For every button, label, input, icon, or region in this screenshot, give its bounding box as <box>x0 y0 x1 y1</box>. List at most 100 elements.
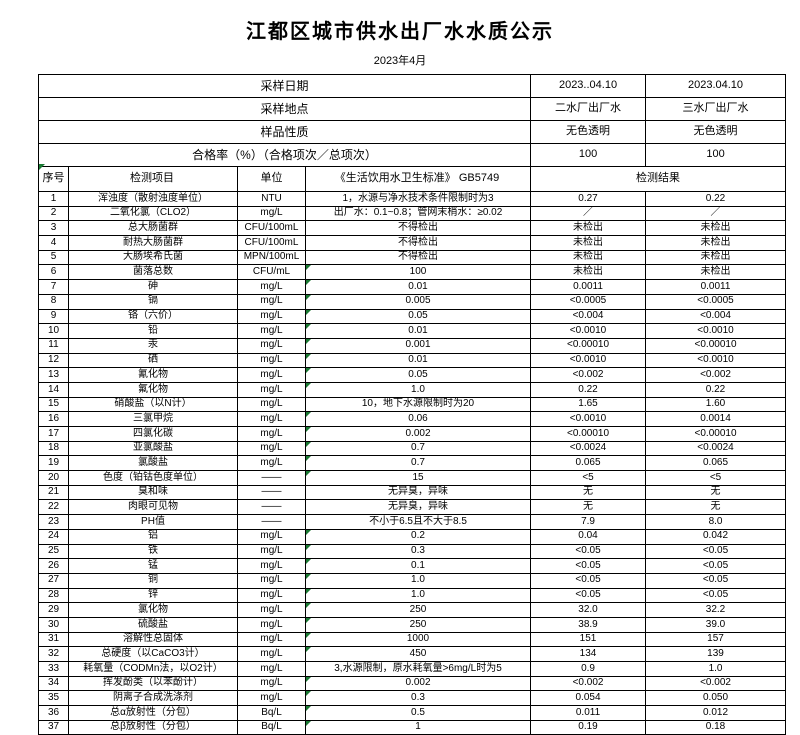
cell-standard: 0.001 <box>304 337 532 354</box>
cell-standard: 出厂水：0.1~0.8；管网末梢水：≥0.02 <box>304 205 532 222</box>
cell-unit: mg/L <box>237 558 306 574</box>
cell-no: 11 <box>38 337 69 354</box>
error-flag-icon <box>306 721 311 726</box>
cell-no: 24 <box>38 528 69 545</box>
cell-item: 三氯甲烷 <box>68 411 238 427</box>
table-row: 22 肉眼可见物 —— 无异臭，异味无无 <box>38 499 787 516</box>
cell-result-plant2: 151 <box>530 631 647 648</box>
cell-standard: 0.06 <box>304 411 532 427</box>
summary-label: 采样日期 <box>37 74 532 98</box>
cell-standard: 0.5 <box>304 705 532 721</box>
cell-item: 总β放射性（分包） <box>68 719 238 735</box>
summary-row-sample-date: 采样日期 2023..04.10 2023.04.10 <box>37 74 787 98</box>
error-flag-icon <box>306 706 311 712</box>
cell-unit: mg/L <box>237 455 306 472</box>
cell-result-plant2: ／ <box>530 205 647 222</box>
error-flag-icon <box>306 603 311 609</box>
table-row: 7 砷 mg/L 0.01 0.0011 0.0011 <box>38 279 787 295</box>
error-flag-icon <box>306 633 311 638</box>
cell-result-plant3: <0.05 <box>645 572 787 589</box>
cell-result-plant3: <0.0010 <box>645 352 787 369</box>
cell-result-plant2: <0.0024 <box>530 440 647 457</box>
table-row: 19 氯酸盐 mg/L 0.7 0.065 0.065 <box>38 455 787 472</box>
cell-result-plant3: <0.00010 <box>645 337 787 354</box>
error-flag-icon <box>306 427 311 432</box>
cell-unit: mg/L <box>237 440 306 457</box>
summary-value-plant3: 三水厂出厂水 <box>645 97 787 121</box>
cell-result-plant3: 未检出 <box>645 235 787 251</box>
cell-no: 25 <box>38 543 69 560</box>
cell-standard: 0.05 <box>304 367 532 383</box>
cell-result-plant3: 0.22 <box>645 381 787 398</box>
cell-item: 锌 <box>68 587 238 604</box>
cell-unit: mg/L <box>237 528 306 545</box>
cell-result-plant3: 157 <box>645 631 787 648</box>
cell-no: 28 <box>38 587 69 604</box>
summary-label: 合格率（%）（合格项次／总项次） <box>37 143 532 167</box>
cell-unit: mg/L <box>237 646 306 662</box>
summary-row-sample-property: 样品性质 无色透明 无色透明 <box>37 120 787 144</box>
cell-item: 铁 <box>68 543 238 560</box>
cell-no: 20 <box>38 470 69 486</box>
cell-result-plant3: <5 <box>645 470 787 486</box>
cell-item: 耗氧量（CODMn法，以O2计） <box>68 661 238 677</box>
cell-unit: —— <box>237 470 306 486</box>
cell-unit: mg/L <box>237 293 306 310</box>
cell-result-plant3: 0.050 <box>645 690 787 707</box>
cell-standard: 无异臭，异味 <box>304 484 532 501</box>
cell-no: 23 <box>38 514 69 530</box>
summary-row-sample-location: 采样地点 二水厂出厂水 三水厂出厂水 <box>37 97 787 121</box>
error-flag-icon <box>306 574 311 579</box>
table-row: 4 耐热大肠菌群 CFU/100mL 不得检出 未检出 未检出 <box>38 235 787 251</box>
cell-no: 1 <box>38 191 69 207</box>
cell-result-plant2: 未检出 <box>530 249 647 266</box>
table-row: 21 臭和味 —— 无异臭，异味无无 <box>38 484 787 501</box>
summary-value-plant2: 2023..04.10 <box>530 74 647 98</box>
cell-item: 硫酸盐 <box>68 616 238 633</box>
cell-no: 16 <box>38 411 69 427</box>
cell-no: 18 <box>38 440 69 457</box>
cell-no: 2 <box>38 205 69 222</box>
cell-unit: mg/L <box>237 572 306 589</box>
cell-result-plant3: 0.012 <box>645 705 787 721</box>
cell-result-plant2: 0.054 <box>530 690 647 707</box>
cell-result-plant2: <0.05 <box>530 587 647 604</box>
table-row: 36 总α放射性（分包） Bq/L 0.5 0.011 0.012 <box>38 705 787 721</box>
error-flag-icon <box>306 618 311 623</box>
table-row: 31 溶解性总固体 mg/L 1000 151 157 <box>38 631 787 648</box>
cell-item: 总大肠菌群 <box>68 220 238 237</box>
cell-unit: mg/L <box>237 675 306 692</box>
cell-item: 铬（六价） <box>68 308 238 325</box>
cell-standard: 3,水源限制，原水耗氧量>6mg/L时为5 <box>304 661 532 677</box>
cell-unit: —— <box>237 484 306 501</box>
cell-result-plant2: 0.27 <box>530 191 647 207</box>
error-flag-icon <box>306 309 311 315</box>
table-row: 11 汞 mg/L 0.001 <0.00010 <0.00010 <box>38 337 787 354</box>
cell-result-plant3: 0.0014 <box>645 411 787 427</box>
cell-result-plant3: 0.042 <box>645 528 787 545</box>
cell-item: 四氯化碳 <box>68 426 238 442</box>
cell-unit: mg/L <box>237 205 306 222</box>
error-flag-icon <box>306 339 311 344</box>
summary-label: 采样地点 <box>37 97 532 121</box>
table-row: 16 三氯甲烷 mg/L 0.06 <0.0010 0.0014 <box>38 411 787 427</box>
cell-item: 氟化物 <box>68 381 238 398</box>
column-header-no: 序号 <box>38 166 69 192</box>
cell-result-plant2: <0.05 <box>530 572 647 589</box>
table-row: 30 硫酸盐 mg/L 250 38.9 39.0 <box>38 616 787 633</box>
cell-item: 镉 <box>68 293 238 310</box>
cell-result-plant2: 0.0011 <box>530 279 647 295</box>
cell-result-plant2: <0.05 <box>530 558 647 574</box>
summary-row-pass-rate: 合格率（%）（合格项次／总项次） 100 100 <box>37 143 787 167</box>
cell-no: 4 <box>38 235 69 251</box>
cell-unit: mg/L <box>237 602 306 618</box>
cell-result-plant3: 1.60 <box>645 396 787 413</box>
cell-no: 26 <box>38 558 69 574</box>
cell-standard: 0.2 <box>304 528 532 545</box>
cell-item: 亚氯酸盐 <box>68 440 238 457</box>
cell-standard: 1.0 <box>304 587 532 604</box>
cell-item: 色度（铂钴色度单位） <box>68 470 238 486</box>
error-flag-icon <box>306 530 311 535</box>
cell-result-plant2: 38.9 <box>530 616 647 633</box>
cell-result-plant2: <0.002 <box>530 367 647 383</box>
